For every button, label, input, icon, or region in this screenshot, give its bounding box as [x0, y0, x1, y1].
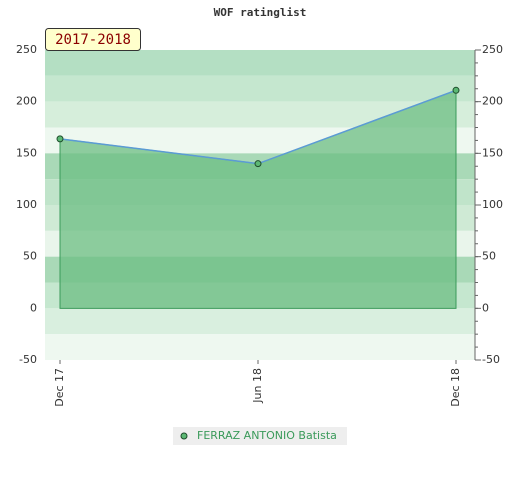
y2-tick-label: 0	[482, 301, 489, 314]
legend-label: FERRAZ ANTONIO Batista	[197, 429, 337, 442]
y2-tick-label: 150	[482, 146, 503, 159]
annotation-box	[45, 28, 141, 51]
chart-title: WOF ratinglist	[214, 6, 307, 19]
annotation: 2017-2018	[55, 32, 131, 48]
y-tick-label: -50	[19, 353, 37, 366]
y2-tick-label: 100	[482, 198, 503, 211]
y-tick-label: 200	[16, 95, 37, 108]
y2-tick-label: 200	[482, 95, 503, 108]
y-tick-label: 50	[23, 250, 37, 263]
marker	[56, 135, 64, 143]
y-tick-label: 150	[16, 146, 37, 159]
legend-box	[173, 427, 347, 445]
background-band	[45, 308, 475, 335]
background-band	[45, 75, 475, 102]
y-tick-label: 250	[16, 43, 37, 56]
x-tick-label: Dec 18	[449, 368, 462, 407]
y2-tick-label: 50	[482, 250, 496, 263]
marker	[254, 160, 262, 168]
x-tick-label: Jun 18	[251, 368, 264, 404]
legend-marker	[180, 432, 188, 440]
background-band	[45, 50, 475, 76]
marker	[452, 86, 460, 94]
y2-tick-label: -50	[482, 353, 500, 366]
y-tick-label: 100	[16, 198, 37, 211]
y-tick-label: 0	[30, 301, 37, 314]
x-tick-label: Dec 17	[53, 368, 66, 407]
y2-tick-label: 250	[482, 43, 503, 56]
background-band	[45, 334, 475, 360]
